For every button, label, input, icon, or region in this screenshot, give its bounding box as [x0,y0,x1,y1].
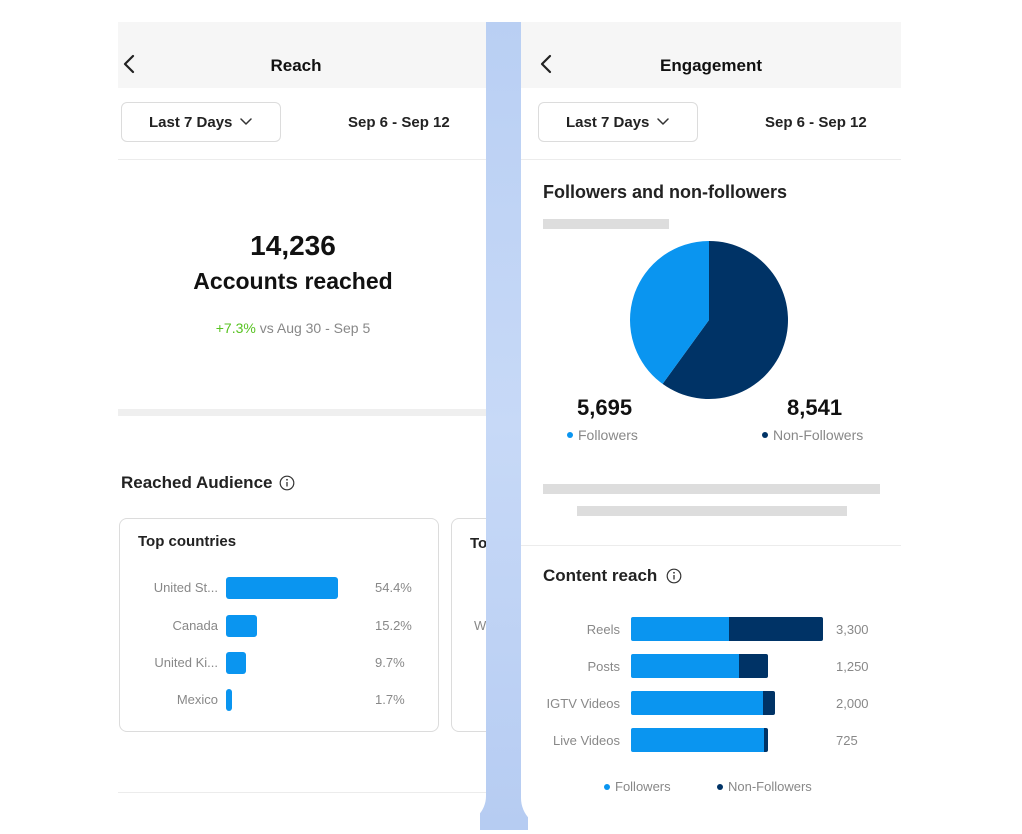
period-dropdown[interactable]: Last 7 Days [538,102,698,142]
followers-bar [631,691,764,715]
page-title: Reach [270,56,322,75]
followers-section-title: Followers and non-followers [543,182,788,202]
followers-dot-icon [567,432,573,438]
country-bar [226,689,232,711]
followers-legend-label: Followers [578,427,638,443]
country-bar [226,615,258,637]
country-row: Canada 15.2% [120,615,440,637]
top-countries-title: Top countries [138,533,237,550]
content-row: Reels 3,300 [521,617,901,641]
change-compare: vs Aug 30 - Sep 5 [255,320,371,336]
date-range: Sep 6 - Sep 12 [765,114,867,131]
reach-header: Reach [118,22,486,88]
second-card-title: To [470,535,486,552]
chevron-down-icon [657,118,670,125]
reached-audience-title: Reached Audience [121,473,295,493]
content-type-label: Posts [587,659,620,674]
non-followers-bar [739,654,768,678]
info-icon[interactable] [666,568,682,584]
change-percent: +7.3% [215,320,256,336]
top-countries-card: Top countries United St... 54.4% Canada 15.… [119,518,439,732]
reach-change: +7.3% vs Aug 30 - Sep 5 [118,320,468,336]
section-separator [118,409,486,416]
period-dropdown[interactable]: Last 7 Days [121,102,281,142]
country-row: United Ki... 9.7% [120,652,440,674]
second-card-row: W [474,618,486,633]
accounts-reached-value: 14,236 [250,230,336,261]
content-legend-non-followers-label: Non-Followers [728,779,812,794]
chevron-left-icon[interactable] [122,52,136,76]
content-value: 2,000 [836,696,869,711]
country-name: United Ki... [154,655,218,670]
divider [118,792,486,793]
content-value: 3,300 [836,622,869,637]
engagement-header: Engagement [521,22,901,88]
page-title: Engagement [659,56,763,75]
followers-legend: Followers [567,427,638,443]
non-followers-legend-label: Non-Followers [773,427,864,443]
chevron-left-icon[interactable] [539,52,553,76]
period-dropdown-label: Last 7 Days [566,113,650,131]
country-percent: 1.7% [375,692,405,707]
non-followers-value: 8,541 [787,395,843,420]
followers-dot-icon [604,783,610,790]
followers-bar [631,617,729,641]
content-legend-followers: Followers [604,779,671,794]
content-row: Live Videos 725 [521,728,901,752]
content-value: 1,250 [836,659,869,674]
content-type-label: IGTV Videos [546,696,620,711]
pie-slice-followers [630,241,709,384]
country-row: Mexico 1.7% [120,689,440,711]
followers-bar [631,654,740,678]
content-reach-label: Content reach [543,566,658,585]
divider [118,159,486,160]
accounts-reached-label: Accounts reached [193,268,393,294]
period-dropdown-label: Last 7 Days [149,113,233,131]
placeholder-bar [543,484,880,494]
chevron-down-icon [240,118,253,125]
content-legend-followers-label: Followers [615,779,671,794]
content-row: IGTV Videos 2,000 [521,691,901,715]
country-row: United St... 54.4% [120,577,440,599]
country-percent: 9.7% [375,655,405,670]
followers-value: 5,695 [577,395,633,420]
country-bar [226,652,246,674]
non-followers-dot-icon [717,783,723,790]
content-type-label: Live Videos [553,733,620,748]
country-percent: 54.4% [375,580,412,595]
engagement-screen: Engagement Last 7 Days Sep 6 - Sep 12 Fo… [521,22,901,828]
country-name: Canada [172,618,218,633]
divider [521,545,901,546]
placeholder-bar [543,219,669,229]
divider [521,159,901,160]
content-type-label: Reels [586,622,620,637]
top-cities-card: To W [451,518,486,732]
non-followers-bar [763,728,768,752]
placeholder-bar [577,506,847,516]
content-row: Posts 1,250 [521,654,901,678]
pie-slice-non-followers [662,241,788,399]
reach-screen: Reach Last 7 Days Sep 6 - Sep 12 14,236 … [118,22,486,824]
country-name: Mexico [176,692,218,707]
content-legend-non-followers: Non-Followers [717,779,812,794]
reached-audience-label: Reached Audience [121,473,273,492]
content-reach-title: Content reach [543,566,682,586]
country-percent: 15.2% [375,618,412,633]
date-range: Sep 6 - Sep 12 [348,114,450,131]
non-followers-bar [763,691,775,715]
non-followers-bar [728,617,823,641]
followers-bar [631,728,764,752]
country-bar [226,577,338,599]
country-name: United St... [153,580,218,595]
non-followers-legend: Non-Followers [762,427,863,443]
non-followers-dot-icon [762,432,768,438]
content-value: 725 [836,733,858,748]
info-icon[interactable] [279,475,295,491]
background-strip [480,22,528,830]
followers-pie-chart [630,241,788,399]
